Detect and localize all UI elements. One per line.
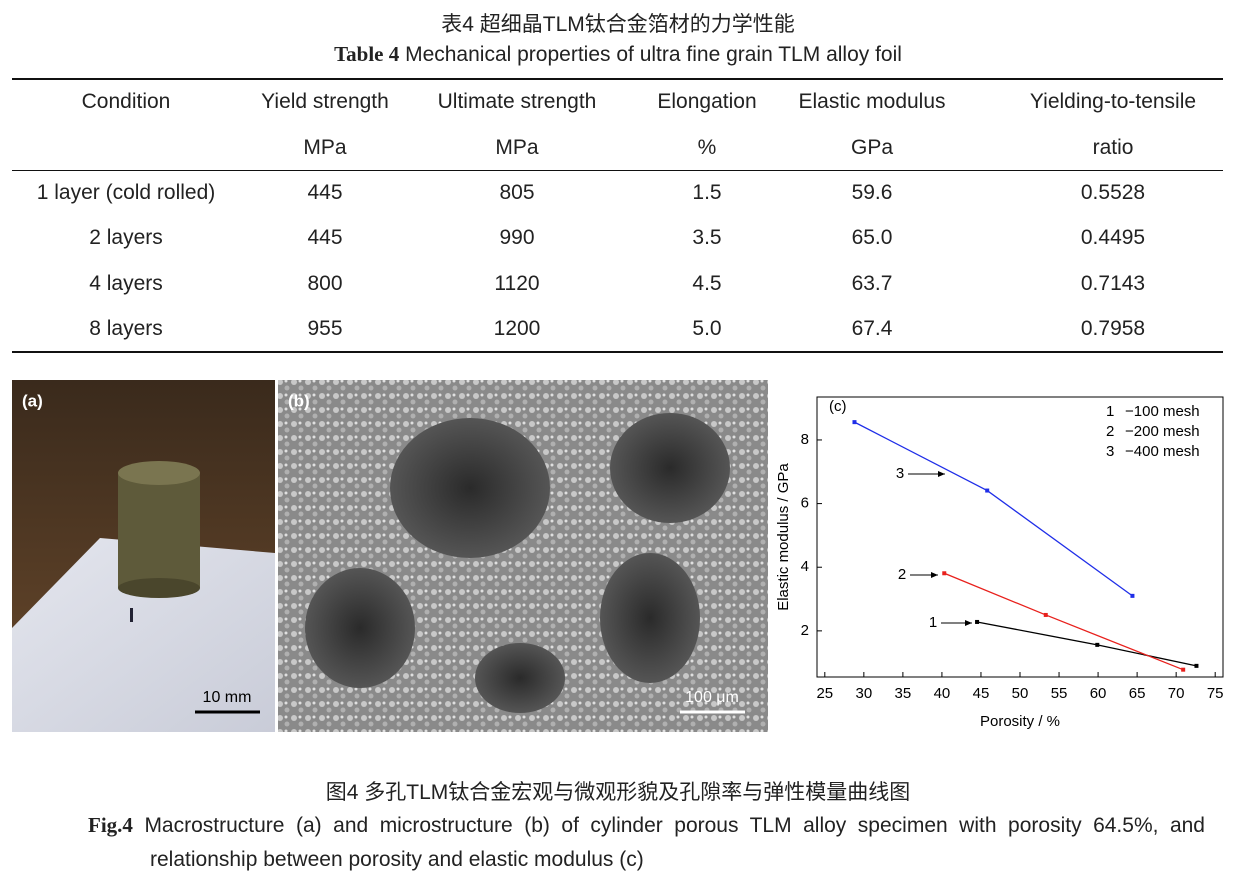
legend-label: −400 mesh — [1125, 443, 1200, 460]
column-header: Elongation — [657, 90, 757, 113]
series-line — [976, 621, 1197, 667]
table-cell: 0.4495 — [1080, 226, 1146, 250]
column-unit: MPa — [495, 136, 539, 159]
panel-label: (c) — [829, 398, 847, 415]
series-label: 2 — [898, 566, 906, 583]
panel-label: (a) — [22, 391, 43, 410]
data-point — [1095, 642, 1100, 647]
data-point — [1130, 593, 1135, 598]
arrow-head — [931, 572, 938, 578]
bottom-rule — [12, 351, 1223, 353]
table-cell: 990 — [499, 226, 535, 250]
table-caption-text: Mechanical properties of ultra fine grai… — [405, 43, 902, 66]
data-point — [985, 488, 990, 493]
row-header: 2 layers — [89, 226, 163, 250]
row-header: 1 layer (cold rolled) — [36, 181, 216, 204]
column-unit: ratio — [1092, 136, 1134, 159]
data-point — [1181, 667, 1186, 672]
table-cell: 0.5528 — [1080, 181, 1146, 204]
table-cell: 805 — [499, 181, 535, 204]
x-tick-label: 50 — [1012, 685, 1029, 702]
legend-label: −200 mesh — [1125, 423, 1200, 440]
legend-number: 3 — [1106, 443, 1114, 460]
x-tick-label: 45 — [973, 685, 990, 702]
y-axis-label: Elastic modulus / GPa — [775, 463, 792, 611]
photo-b: (b) 100 μm — [278, 380, 768, 732]
table-caption-zh: 表4 超细晶TLM钛合金箔材的力学性能 — [441, 13, 795, 36]
data-point — [975, 619, 980, 624]
x-tick-label: 65 — [1129, 685, 1146, 702]
data-point — [942, 571, 947, 576]
table-cell: 63.7 — [851, 271, 893, 295]
x-axis-label: Porosity / % — [980, 713, 1060, 730]
y-tick-label: 2 — [801, 622, 809, 639]
table-cell: 1200 — [493, 316, 541, 340]
photo-a: (a) 10 mm — [12, 380, 275, 732]
x-tick-label: 40 — [934, 685, 951, 702]
photos: (a) 10 mm (b) 100 μm — [12, 380, 768, 732]
figure-caption-text: Macrostructure (a) and microstructure (b… — [144, 814, 1205, 871]
x-tick-label: 55 — [1051, 685, 1068, 702]
row-header: 4 layers — [89, 271, 163, 295]
mid-rule — [12, 170, 1223, 171]
x-tick-label: 70 — [1168, 685, 1185, 702]
table-cell: 0.7143 — [1080, 271, 1146, 295]
table-caption: Table 4 Mechanical properties of ultra f… — [334, 42, 902, 67]
x-tick-label: 75 — [1207, 685, 1224, 702]
y-tick-label: 6 — [801, 495, 809, 512]
column-header: Yielding-to-tensile — [1029, 90, 1197, 113]
top-rule — [12, 78, 1223, 80]
table-cell: 1120 — [494, 271, 540, 295]
legend-number: 2 — [1106, 423, 1114, 440]
panel-label: (b) — [288, 391, 310, 410]
arrow-head — [965, 620, 972, 626]
figure-caption-label: Fig.4 — [88, 813, 133, 837]
x-tick-label: 25 — [816, 685, 833, 702]
table-cell: 445 — [307, 226, 343, 250]
table-cell: 800 — [307, 271, 343, 295]
column-header: Ultimate strength — [437, 90, 597, 113]
x-tick-label: 30 — [856, 685, 873, 702]
legend-label: −100 mesh — [1125, 403, 1200, 420]
table-cell: 65.0 — [851, 226, 893, 250]
table-cell: 445 — [307, 181, 343, 204]
table-cell: 5.0 — [692, 316, 722, 340]
series-label: 1 — [929, 614, 937, 631]
row-header: 8 layers — [89, 316, 163, 340]
series-line — [854, 421, 1133, 597]
series-label: 3 — [896, 465, 904, 482]
data-point — [1043, 612, 1048, 617]
legend-number: 1 — [1106, 403, 1114, 420]
scale-bar-label: 10 mm — [203, 689, 252, 706]
column-header: Elastic modulus — [798, 90, 946, 113]
data-point — [852, 420, 857, 425]
table-cell: 1.5 — [692, 181, 722, 204]
y-tick-label: 8 — [801, 431, 809, 448]
x-tick-label: 35 — [895, 685, 912, 702]
figure-caption-zh: 图4 多孔TLM钛合金宏观与微观形貌及孔隙率与弹性模量曲线图 — [325, 781, 911, 804]
table-cell: 59.6 — [851, 181, 893, 204]
column-unit: MPa — [303, 136, 347, 159]
arrow-head — [938, 471, 945, 477]
table-cell: 67.4 — [851, 316, 893, 340]
table-caption-label: Table 4 — [334, 42, 400, 66]
x-tick-label: 60 — [1090, 685, 1107, 702]
table-cell: 0.7958 — [1080, 316, 1146, 340]
scale-bar-label: 100 μm — [685, 689, 739, 706]
column-unit: % — [697, 136, 717, 159]
column-header: Condition — [81, 90, 171, 113]
column-unit: GPa — [850, 136, 894, 159]
figure-caption: Fig.4 Macrostructure (a) and microstruct… — [88, 808, 1205, 877]
table-cell: 955 — [307, 316, 343, 340]
table-cell: 4.5 — [692, 271, 722, 295]
series-line — [944, 572, 1184, 671]
chart: 25 30 35 40 45 50 55 60 65 70 75 2 4 6 8 Porosity / % El… — [775, 396, 1224, 730]
y-tick-label: 4 — [801, 558, 809, 575]
column-header: Yield strength — [261, 90, 389, 113]
table-cell: 3.5 — [692, 226, 722, 250]
data-point — [1194, 663, 1199, 668]
